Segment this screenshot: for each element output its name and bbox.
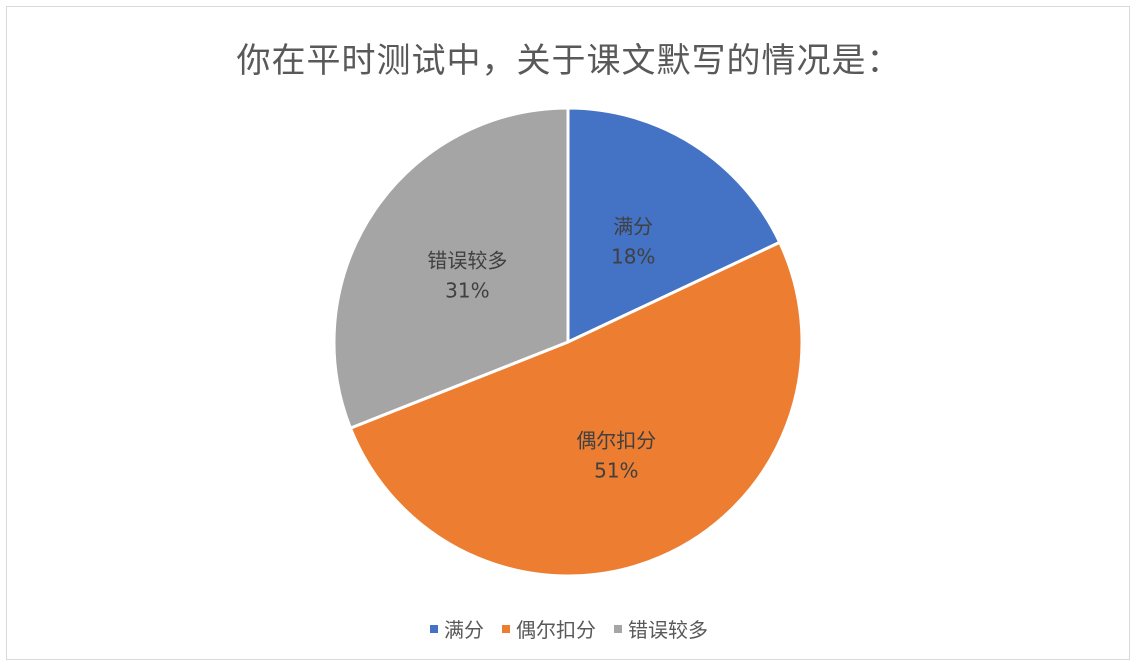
legend-label: 偶尔扣分 [516, 618, 596, 642]
legend-label: 错误较多 [628, 618, 708, 642]
legend-item: 偶尔扣分 [502, 614, 596, 643]
legend-swatch [502, 624, 510, 633]
slice-value-label: 18% [611, 244, 655, 268]
pie-chart: 满分 18% 偶尔扣分 51% 错误较多 31% [332, 106, 804, 578]
pie-slice-3 [332, 106, 570, 430]
chart-legend: 满分 偶尔扣分 错误较多 [7, 614, 1131, 643]
slice-category-label: 错误较多 [427, 249, 507, 273]
legend-item: 满分 [430, 614, 484, 643]
pie-slice-1 [566, 106, 782, 344]
slice-value-label: 31% [445, 279, 489, 303]
slice-category-label: 偶尔扣分 [576, 429, 656, 453]
legend-label: 满分 [444, 618, 484, 642]
legend-swatch [614, 624, 622, 633]
slice-category-label: 满分 [613, 214, 653, 238]
slice-value-label: 51% [594, 459, 638, 483]
pie-slice-2 [348, 240, 804, 578]
chart-title: 你在平时测试中，关于课文默写的情况是： [236, 41, 902, 81]
legend-item: 错误较多 [614, 614, 708, 643]
legend-swatch [430, 624, 438, 633]
chart-frame: 你在平时测试中，关于课文默写的情况是： 满分 18% 偶尔扣分 51% 错误较多 31% … [6, 6, 1130, 660]
